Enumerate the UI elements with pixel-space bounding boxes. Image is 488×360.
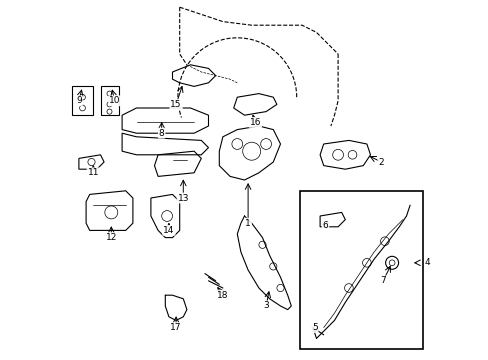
Text: 9: 9 xyxy=(76,96,81,105)
Text: 6: 6 xyxy=(322,220,328,230)
Text: 4: 4 xyxy=(424,258,429,267)
Text: 10: 10 xyxy=(109,96,121,105)
Text: 13: 13 xyxy=(177,194,189,202)
Text: 16: 16 xyxy=(249,118,261,127)
Text: 2: 2 xyxy=(378,158,384,166)
Text: 5: 5 xyxy=(311,323,317,332)
Text: 1: 1 xyxy=(244,219,250,228)
Text: 17: 17 xyxy=(170,323,182,332)
Bar xyxy=(300,191,422,349)
Text: 7: 7 xyxy=(380,276,385,285)
Text: 12: 12 xyxy=(105,233,117,242)
Text: 8: 8 xyxy=(159,129,164,138)
Text: 14: 14 xyxy=(163,226,174,235)
Text: 11: 11 xyxy=(87,168,99,177)
Text: 3: 3 xyxy=(263,302,268,310)
Text: 18: 18 xyxy=(217,291,228,300)
Text: 15: 15 xyxy=(170,100,182,109)
